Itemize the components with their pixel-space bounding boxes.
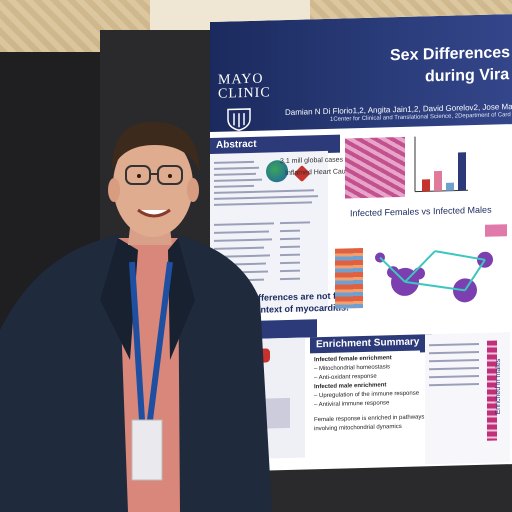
network-figure	[375, 224, 507, 303]
bar-chart-figure	[414, 136, 468, 193]
mayo-shield-icon	[227, 108, 251, 132]
research-poster: MAYO CLINIC Sex Differences during Vira …	[210, 14, 512, 472]
